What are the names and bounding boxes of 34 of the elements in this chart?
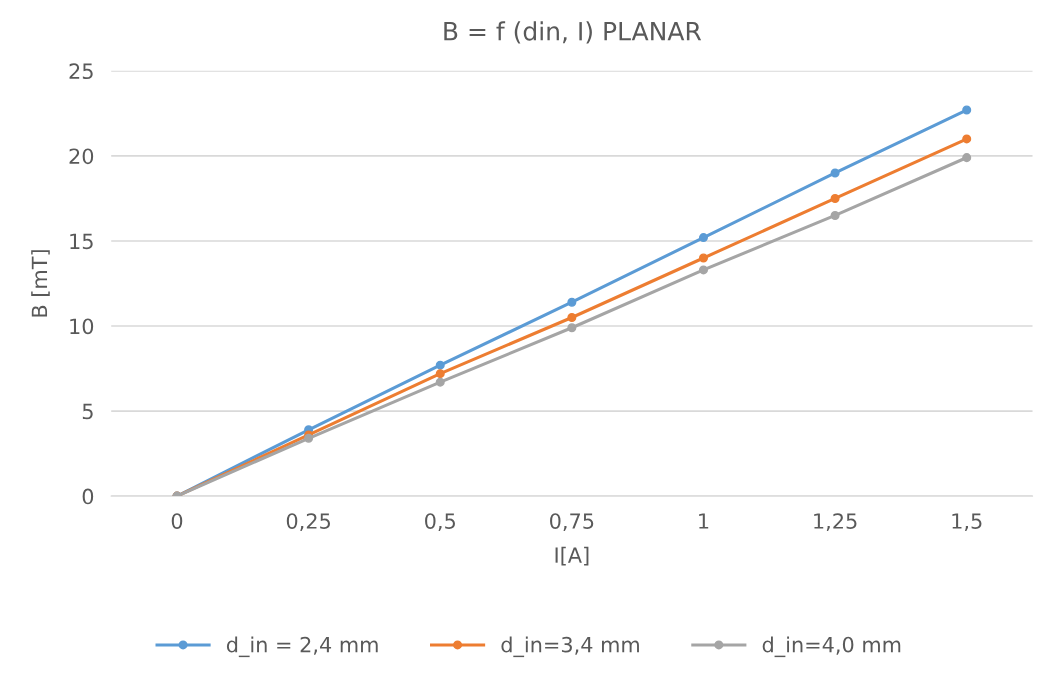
x-tick-label: 0,25 <box>286 513 330 532</box>
legend-label: d_in=3,4 mm <box>501 636 639 658</box>
point <box>435 360 445 370</box>
point <box>830 210 840 220</box>
point <box>698 233 708 243</box>
y-tick-label: 0 <box>82 488 94 505</box>
point <box>830 168 840 178</box>
point <box>830 193 840 203</box>
legend-label: d_in=4,0 mm <box>762 636 901 658</box>
point <box>962 153 972 163</box>
point <box>567 313 577 323</box>
x-tick-label: 1,5 <box>952 513 982 532</box>
point <box>698 265 708 275</box>
point <box>435 377 445 387</box>
chart-title: B = f (din, I) PLANAR <box>444 21 702 44</box>
x-tick-label: 0,5 <box>425 513 455 532</box>
x-axis-title: I[A] <box>555 546 589 566</box>
y-tick-label: 20 <box>69 148 94 165</box>
x-tick-label: 0,75 <box>550 513 594 532</box>
legend-label: d_in = 2,4 mm <box>226 636 378 658</box>
point <box>567 297 577 307</box>
y-axis-title: B [mT] <box>31 250 50 317</box>
x-tick-label: 0 <box>171 513 183 529</box>
y-tick-label: 5 <box>82 403 93 420</box>
x-tick-label: 1 <box>699 513 709 529</box>
point <box>567 323 577 333</box>
x-tick-label: 1,25 <box>814 513 857 532</box>
point <box>435 369 445 379</box>
y-tick-label: 10 <box>70 318 94 335</box>
point <box>962 134 972 144</box>
point <box>698 253 708 263</box>
y-tick-label: 15 <box>70 233 93 250</box>
point <box>962 105 972 115</box>
y-tick-label: 25 <box>69 63 93 80</box>
